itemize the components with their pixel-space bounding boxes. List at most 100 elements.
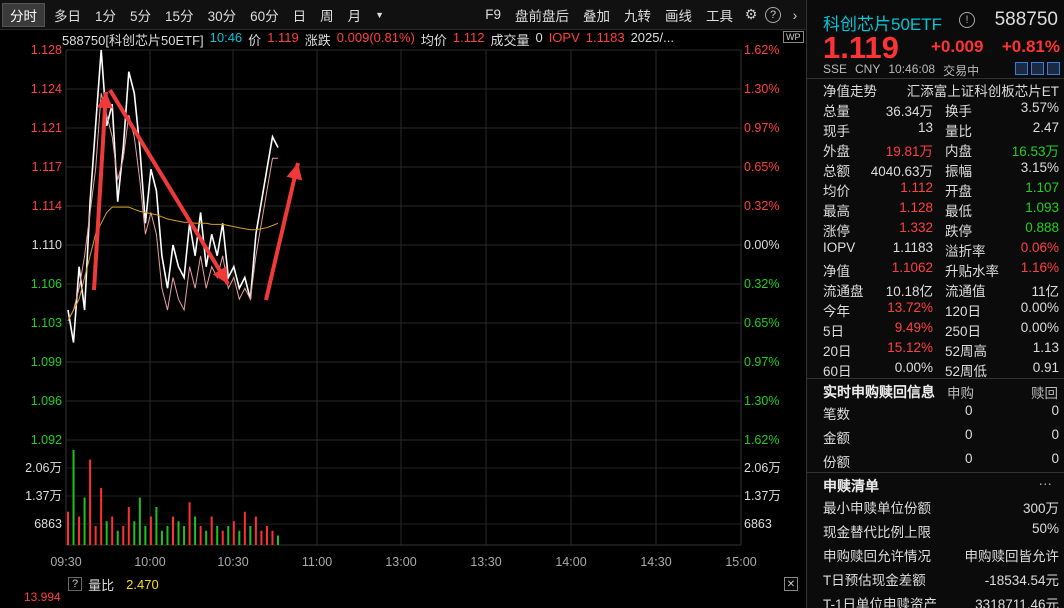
stat-label: 120日 xyxy=(945,304,982,319)
tool-button[interactable]: 工具 xyxy=(706,8,733,24)
gear-icon[interactable]: ⚙ xyxy=(744,6,758,22)
panel-tool-icons xyxy=(1015,62,1060,75)
indicator-bar: ? 量比 2.470 ✕ xyxy=(0,575,806,593)
stat-value: 15.12% xyxy=(887,340,933,355)
stat-row: 净值 1.1062 升贴水率 1.16% xyxy=(807,260,1064,280)
tool-button[interactable]: 盘前盘后 xyxy=(515,8,569,24)
basket-value: 申购赎回皆允许 xyxy=(964,549,1060,564)
close-indicator-icon[interactable]: ✕ xyxy=(784,577,798,591)
price-tick-label: 1.121 xyxy=(31,121,62,135)
stat-row: 均价 1.112 开盘 1.107 xyxy=(807,180,1064,200)
creation-redemption-row: 笔数 0 0 xyxy=(807,403,1064,423)
period-tab[interactable]: 分时 xyxy=(2,2,45,27)
basket-value: 3318711.46元 xyxy=(975,597,1059,608)
volume-bar xyxy=(227,526,230,545)
tool-button[interactable]: 画线 xyxy=(665,8,692,24)
wp-badge[interactable]: WP xyxy=(783,31,804,43)
stat-value: 1.112 xyxy=(900,180,933,195)
security-name[interactable]: 科创芯片50ETF xyxy=(823,15,943,34)
nav-row[interactable]: 净值走势 汇添富上证科创板芯片ET xyxy=(807,80,1064,100)
last-price: 1.119 xyxy=(823,30,899,65)
basket-row: 最小申赎单位份额 300万 xyxy=(807,497,1064,517)
period-tab[interactable]: 5分 xyxy=(130,8,152,24)
security-code: 588750 xyxy=(994,9,1058,30)
edit-icon[interactable] xyxy=(1015,62,1028,75)
basket-label: 现金替代比例上限 xyxy=(823,525,931,540)
volume-bar xyxy=(133,521,136,545)
volume-bar xyxy=(166,526,169,545)
stat-row: 外盘 19.81万 内盘 16.53万 xyxy=(807,140,1064,160)
chevron-right-icon[interactable]: › xyxy=(792,6,798,23)
period-tab[interactable]: 60分 xyxy=(250,8,279,24)
stat-value: 1.13 xyxy=(1032,340,1059,355)
volume-bar xyxy=(111,516,114,545)
volume-bar xyxy=(72,450,75,545)
quote-meta: SSE CNY 10:46:08 交易中 xyxy=(823,62,979,79)
price-tick-label: 1.128 xyxy=(31,43,62,57)
tool-button[interactable]: 叠加 xyxy=(583,8,610,24)
stat-row: 总额 4040.63万 振幅 3.15% xyxy=(807,160,1064,180)
tool-button[interactable]: 九转 xyxy=(624,8,651,24)
info-avg-label: 均价 xyxy=(420,33,447,48)
stat-label: 现手 xyxy=(823,124,850,139)
basket-more-icon[interactable]: ··· xyxy=(1038,476,1053,491)
expand-icon[interactable] xyxy=(1047,62,1060,75)
time-tick-label: 10:30 xyxy=(217,555,248,569)
volume-tick-label: 6863 xyxy=(744,517,772,531)
volume-bar xyxy=(221,530,224,545)
stat-label: 跌停 xyxy=(945,224,972,239)
price-tick-label: 1.096 xyxy=(31,394,62,408)
period-tab[interactable]: 日 xyxy=(292,8,307,24)
cr-label: 金额 xyxy=(823,431,850,446)
volume-bar xyxy=(138,497,141,545)
intraday-chart[interactable]: 1.128 1.62% 1.124 1.30% 1.121 0.97% 1.117 0.65%… xyxy=(0,30,806,575)
info-time: 10:46 xyxy=(209,30,243,45)
stat-value: 16.53万 xyxy=(1011,144,1059,159)
period-tab[interactable]: 1分 xyxy=(95,8,117,24)
indicator-axis-value: 13.994 xyxy=(24,590,61,604)
pct-tick-label: 1.30% xyxy=(744,82,779,96)
basket-label: 最小申赎单位份额 xyxy=(823,501,931,516)
volume-bar xyxy=(149,516,152,545)
cr-redemption-value: 0 xyxy=(1051,451,1059,466)
price-tick-label: 1.117 xyxy=(32,160,62,174)
stat-value: 0.06% xyxy=(1020,240,1059,255)
stat-label: 外盘 xyxy=(823,144,850,159)
period-tab[interactable]: 周 xyxy=(320,8,334,24)
volume-bar xyxy=(205,530,208,545)
stat-value: 9.49% xyxy=(894,320,933,335)
stat-row: 最高 1.128 最低 1.093 xyxy=(807,200,1064,220)
pct-tick-label: 0.97% xyxy=(744,121,779,135)
volume-bar xyxy=(100,488,103,545)
period-tab[interactable]: 15分 xyxy=(165,8,194,24)
period-tab[interactable]: 30分 xyxy=(207,8,237,24)
period-tab[interactable]: 多日 xyxy=(54,8,81,24)
stat-label: 60日 xyxy=(823,364,852,379)
indicator-label: 量比 xyxy=(88,577,115,593)
indicator-value: 2.470 xyxy=(126,576,159,592)
indicator-help-icon[interactable]: ? xyxy=(68,577,83,591)
volume-bar xyxy=(249,526,252,545)
info-symbol: 588750[科创芯片50ETF] xyxy=(62,33,204,48)
redemption-col-header: 赎回 xyxy=(1031,386,1058,401)
stat-value: 1.16% xyxy=(1020,260,1059,275)
stat-value: 1.128 xyxy=(899,200,933,215)
stat-label: 总量 xyxy=(823,104,850,119)
info-avg: 1.112 xyxy=(452,30,485,45)
stat-value: 0.91 xyxy=(1032,360,1059,375)
period-tab[interactable]: 月 xyxy=(347,8,362,24)
basket-value: 50% xyxy=(1031,521,1059,536)
info-icon[interactable]: ! xyxy=(959,12,975,28)
basket-list-title: 申赎清单 xyxy=(823,478,879,494)
volume-bar xyxy=(94,526,97,545)
stat-value: 36.34万 xyxy=(885,104,933,119)
stat-label: 流通盘 xyxy=(823,284,864,299)
share-icon[interactable] xyxy=(1031,62,1044,75)
stat-label: 52周高 xyxy=(945,344,988,359)
stat-label: 20日 xyxy=(823,344,852,359)
currency: CNY xyxy=(855,62,881,76)
basket-row: T日预估现金差额 -18534.54元 xyxy=(807,569,1064,589)
help-icon[interactable]: ? xyxy=(765,6,781,23)
tool-button[interactable]: F9 xyxy=(485,7,501,22)
period-dropdown-icon[interactable]: ▼ xyxy=(375,9,385,20)
